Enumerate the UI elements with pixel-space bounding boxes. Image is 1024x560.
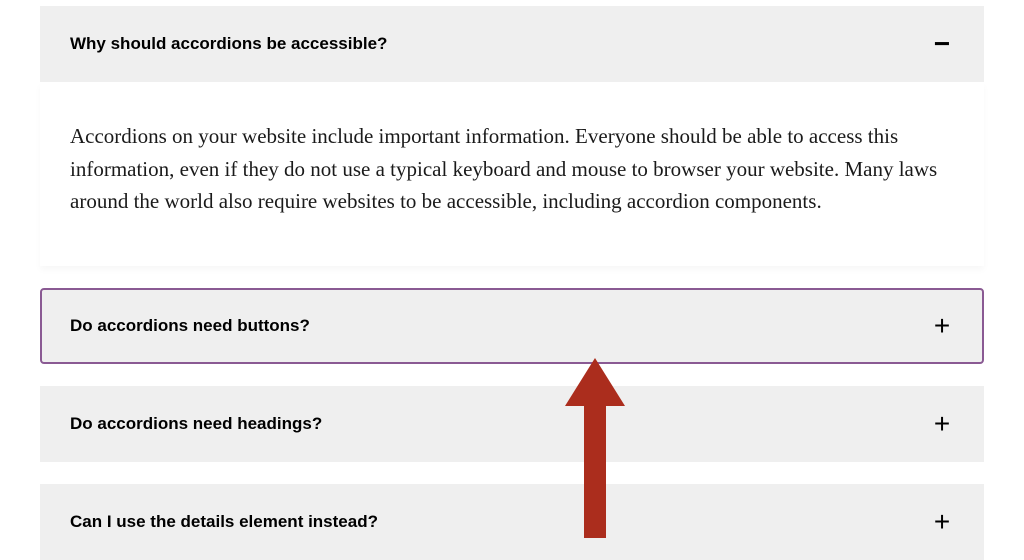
accordion-item: Do accordions need buttons? +: [40, 288, 984, 364]
accordion-header-details[interactable]: Can I use the details element instead? +: [40, 484, 984, 560]
accordion-title: Do accordions need headings?: [70, 414, 322, 434]
plus-icon: +: [930, 508, 954, 536]
accordion-title: Do accordions need buttons?: [70, 316, 310, 336]
plus-icon: +: [930, 410, 954, 438]
accordion-title: Can I use the details element instead?: [70, 512, 378, 532]
accordion-panel-text: Accordions on your website include impor…: [70, 120, 954, 218]
accordion-item: Can I use the details element instead? +: [40, 484, 984, 560]
accordion-header-headings[interactable]: Do accordions need headings? +: [40, 386, 984, 462]
accordion-item: Why should accordions be accessible? − A…: [40, 6, 984, 266]
accordion-panel: Accordions on your website include impor…: [40, 82, 984, 266]
accordion-title: Why should accordions be accessible?: [70, 34, 387, 54]
accordion-header-buttons[interactable]: Do accordions need buttons? +: [40, 288, 984, 364]
accordion-container: Why should accordions be accessible? − A…: [40, 0, 984, 560]
accordion-item: Do accordions need headings? +: [40, 386, 984, 462]
plus-icon: +: [930, 312, 954, 340]
accordion-header-accessible[interactable]: Why should accordions be accessible? −: [40, 6, 984, 82]
minus-icon: −: [930, 30, 954, 58]
